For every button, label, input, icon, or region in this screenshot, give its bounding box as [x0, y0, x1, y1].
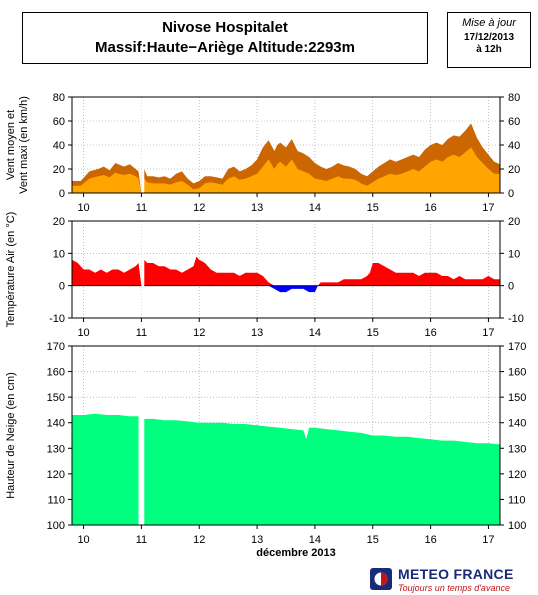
x-tick-label: 15	[367, 202, 379, 214]
chart-panel-1: 0 0 20 20 40 40 60 60 80 80 10 11 12 13 14 15 16 17 Vent m…	[5, 92, 520, 214]
chart-data-group	[72, 222, 500, 318]
y-tick-label-right: 20	[508, 216, 520, 228]
x-tick-label: 14	[309, 202, 321, 214]
y-tick-label-left: 100	[47, 520, 65, 532]
chart-data-group	[72, 98, 500, 193]
logo-tagline: Toujours un temps d'avance	[398, 583, 510, 593]
y-tick-label-left: 150	[47, 392, 65, 404]
y-tick-label-right: 170	[508, 341, 526, 353]
x-tick-label: 11	[136, 534, 147, 546]
chart-frame	[71, 220, 501, 319]
y-axis-label: Vent maxi (en km/h)	[18, 96, 30, 194]
y-tick-label-right: 100	[508, 520, 526, 532]
x-tick-label: 15	[367, 327, 379, 339]
y-axis-label: Température Air (en °C)	[5, 212, 17, 328]
y-tick-label-left: 130	[47, 443, 65, 455]
update-time: à 12h	[476, 44, 502, 55]
data-gap	[141, 222, 145, 318]
series-temperature-negative	[72, 285, 500, 293]
x-tick-label: 16	[424, 202, 436, 214]
x-tick-label: 15	[367, 534, 379, 546]
y-tick-label-right: 110	[508, 494, 526, 506]
y-tick-label-left: 160	[47, 367, 65, 379]
x-tick-label: 17	[482, 534, 494, 546]
x-tick-label: 13	[251, 327, 263, 339]
y-tick-label-left: 20	[53, 216, 65, 228]
massif-altitude-title: Massif:Haute−Ariège Altitude:2293m	[95, 39, 355, 56]
station-title: Nivose Hospitalet	[162, 19, 288, 36]
y-tick-label-left: 0	[59, 281, 65, 293]
y-tick-label-left: 140	[47, 418, 65, 430]
update-date: 17/12/2013	[463, 32, 515, 43]
x-tick-label: 17	[482, 202, 494, 214]
x-tick-label: 12	[193, 202, 205, 214]
chart-panel-2: -10 -10 0 0 10 10 20 20 10 11 12 13 14 15 16 17 Températ…	[5, 212, 524, 339]
y-axis-label: Vent moyen et	[5, 110, 17, 180]
series-temperature-positive	[72, 256, 500, 286]
x-tick-label: 14	[309, 534, 321, 546]
x-tick-label: 12	[193, 327, 205, 339]
x-tick-label: 13	[251, 202, 263, 214]
y-tick-label-right: 0	[508, 188, 514, 200]
x-tick-label: 16	[424, 327, 436, 339]
y-tick-label-right: 0	[508, 281, 514, 293]
x-tick-label: 10	[77, 327, 89, 339]
y-tick-label-left: 60	[53, 116, 65, 128]
x-tick-label: 10	[77, 202, 89, 214]
x-tick-label: 13	[251, 534, 263, 546]
y-tick-label-left: -10	[49, 313, 65, 325]
x-tick-label: 11	[136, 327, 147, 339]
y-axis-label: Hauteur de Neige (en cm)	[5, 372, 17, 499]
series-vent-moyen	[72, 147, 500, 193]
y-tick-label-left: 40	[53, 140, 65, 152]
update-label: Mise à jour	[462, 17, 516, 29]
chart-panel-3: 100 100 110 110 120 120 130 130 140 140 150 150 160 1…	[5, 341, 526, 559]
x-tick-label: 10	[77, 534, 89, 546]
x-tick-label: 17	[482, 327, 494, 339]
y-tick-label-right: 130	[508, 443, 526, 455]
data-gap	[138, 347, 145, 525]
x-tick-label: 14	[309, 327, 321, 339]
y-tick-label-left: 10	[53, 248, 65, 260]
y-tick-label-right: -10	[508, 313, 524, 325]
y-tick-label-right: 40	[508, 140, 520, 152]
meteo-france-logo-icon	[370, 568, 392, 590]
y-tick-label-right: 60	[508, 116, 520, 128]
y-tick-label-left: 170	[47, 341, 65, 353]
x-tick-label: 16	[424, 534, 436, 546]
logo-name: METEO FRANCE	[398, 566, 514, 582]
y-tick-label-left: 110	[47, 494, 65, 506]
meteo-france-logo: METEO FRANCE Toujours un temps d'avance	[370, 566, 532, 594]
data-gap	[141, 98, 145, 193]
y-tick-label-right: 150	[508, 392, 526, 404]
y-tick-label-right: 10	[508, 248, 520, 260]
update-box: Mise à jour 17/12/2013 à 12h	[447, 12, 531, 68]
y-tick-label-right: 160	[508, 367, 526, 379]
y-tick-label-left: 20	[53, 164, 65, 176]
y-tick-label-left: 0	[59, 188, 65, 200]
y-tick-label-right: 20	[508, 164, 520, 176]
chart-data-group	[72, 347, 500, 525]
y-tick-label-left: 80	[53, 92, 65, 104]
x-tick-label: 11	[136, 202, 147, 214]
x-axis-label: décembre 2013	[256, 547, 336, 559]
series-snow-height	[72, 413, 500, 525]
y-tick-label-right: 140	[508, 418, 526, 430]
title-box: Nivose Hospitalet Massif:Haute−Ariège Al…	[22, 12, 428, 64]
y-tick-label-left: 120	[47, 469, 65, 481]
y-tick-label-right: 80	[508, 92, 520, 104]
chart-frame	[71, 345, 501, 526]
y-tick-label-right: 120	[508, 469, 526, 481]
x-tick-label: 12	[193, 534, 205, 546]
